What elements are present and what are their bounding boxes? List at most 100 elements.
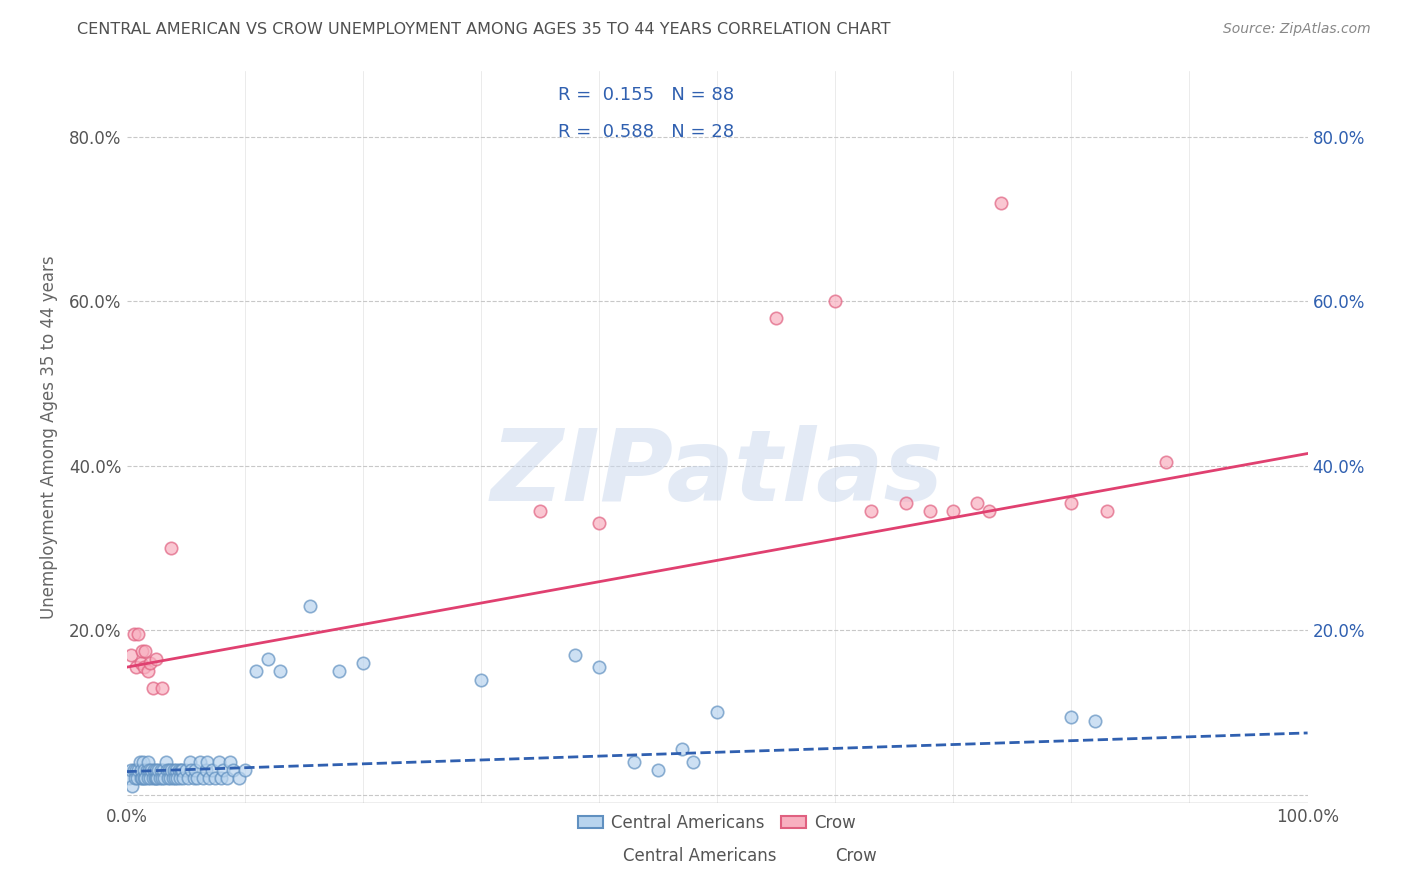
Point (163, 771, 186, 785)
Point (169, 771, 191, 785)
Point (163, 763, 186, 777)
Point (122, 763, 145, 777)
Point (149, 763, 172, 777)
Point (198, 771, 221, 785)
Point (623, 755, 645, 769)
Legend: Central Americans, Crow: Central Americans, Crow (571, 807, 863, 838)
Point (139, 656, 162, 670)
Point (170, 763, 193, 777)
Point (269, 665, 291, 679)
Point (134, 771, 156, 785)
Point (135, 763, 157, 777)
Point (160, 541, 183, 555)
Point (145, 652, 167, 666)
Point (1084, 714, 1107, 728)
Point (328, 665, 350, 679)
Point (127, 627, 149, 641)
Point (141, 771, 163, 785)
Point (143, 771, 166, 785)
Point (134, 771, 156, 785)
Point (125, 763, 148, 777)
Point (120, 648, 142, 662)
Point (138, 763, 160, 777)
Y-axis label: Unemployment Among Ages 35 to 44 years: Unemployment Among Ages 35 to 44 years (39, 255, 58, 619)
Point (146, 771, 169, 785)
Point (194, 763, 217, 777)
Point (177, 771, 200, 785)
Point (1154, 455, 1177, 469)
Point (193, 771, 215, 785)
Point (131, 771, 153, 785)
Point (149, 771, 172, 785)
Point (120, 763, 142, 777)
Point (529, 504, 551, 518)
Point (942, 504, 965, 518)
Point (212, 763, 235, 777)
Text: R =  0.155   N = 88: R = 0.155 N = 88 (558, 86, 734, 104)
Point (215, 771, 238, 785)
Point (219, 755, 242, 769)
Point (155, 755, 177, 769)
Point (918, 504, 941, 518)
Point (124, 771, 146, 785)
Point (977, 504, 1000, 518)
Point (470, 673, 492, 687)
Point (588, 660, 610, 674)
Point (160, 763, 183, 777)
Text: Crow: Crow (835, 847, 877, 864)
Point (257, 652, 280, 666)
Point (588, 516, 610, 531)
Point (167, 763, 190, 777)
Point (682, 755, 704, 769)
Point (148, 763, 170, 777)
Point (152, 763, 174, 777)
Point (131, 644, 153, 658)
Text: Central Americans: Central Americans (623, 847, 776, 864)
Point (122, 627, 145, 641)
Point (894, 496, 917, 510)
Point (990, 195, 1012, 210)
Point (179, 755, 201, 769)
Point (145, 771, 167, 785)
Point (188, 755, 211, 769)
Point (141, 681, 163, 695)
Point (966, 496, 988, 510)
Point (118, 771, 141, 785)
Point (145, 763, 167, 777)
Point (141, 763, 163, 777)
Point (183, 771, 205, 785)
Point (136, 665, 159, 679)
Point (184, 763, 207, 777)
Point (134, 660, 156, 674)
Point (228, 771, 250, 785)
Point (129, 656, 152, 670)
Point (180, 763, 202, 777)
Point (156, 763, 179, 777)
Point (162, 771, 184, 785)
Point (142, 763, 165, 777)
Point (136, 755, 159, 769)
Point (127, 771, 149, 785)
Text: CENTRAL AMERICAN VS CROW UNEMPLOYMENT AMONG AGES 35 TO 44 YEARS CORRELATION CHAR: CENTRAL AMERICAN VS CROW UNEMPLOYMENT AM… (77, 22, 891, 37)
Point (1095, 504, 1118, 518)
Point (139, 771, 162, 785)
Point (170, 763, 193, 777)
Text: Source: ZipAtlas.com: Source: ZipAtlas.com (1223, 22, 1371, 37)
Point (233, 763, 256, 777)
Point (125, 660, 148, 674)
Point (245, 665, 267, 679)
Point (765, 310, 787, 325)
Point (174, 763, 197, 777)
Point (128, 755, 150, 769)
Point (134, 644, 156, 658)
Point (195, 755, 218, 769)
Point (859, 504, 882, 518)
Point (209, 771, 232, 785)
Point (186, 771, 208, 785)
Point (352, 656, 374, 670)
Text: R =  0.588   N = 28: R = 0.588 N = 28 (558, 122, 734, 141)
Point (1060, 496, 1083, 510)
Point (165, 763, 187, 777)
Point (1060, 709, 1083, 723)
Point (166, 771, 188, 785)
